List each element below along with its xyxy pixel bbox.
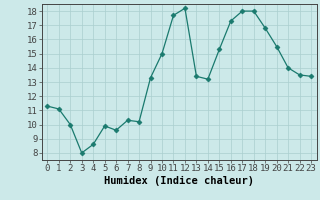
X-axis label: Humidex (Indice chaleur): Humidex (Indice chaleur) [104, 176, 254, 186]
